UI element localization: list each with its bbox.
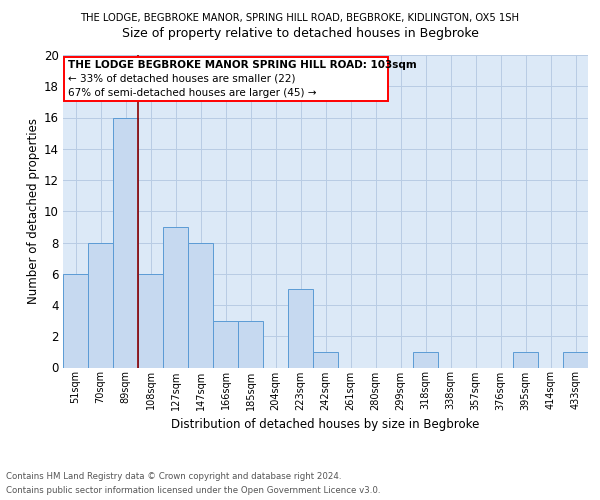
- Bar: [88, 242, 113, 368]
- Text: THE LODGE BEGBROKE MANOR SPRING HILL ROAD: 103sqm: THE LODGE BEGBROKE MANOR SPRING HILL ROA…: [68, 60, 417, 70]
- Text: Size of property relative to detached houses in Begbroke: Size of property relative to detached ho…: [122, 28, 478, 40]
- Bar: [288, 290, 313, 368]
- Bar: [163, 227, 188, 368]
- Text: THE LODGE, BEGBROKE MANOR, SPRING HILL ROAD, BEGBROKE, KIDLINGTON, OX5 1SH: THE LODGE, BEGBROKE MANOR, SPRING HILL R…: [80, 12, 520, 22]
- Bar: [213, 320, 238, 368]
- Y-axis label: Number of detached properties: Number of detached properties: [26, 118, 40, 304]
- Bar: [188, 242, 213, 368]
- Bar: [513, 352, 538, 368]
- Text: ← 33% of detached houses are smaller (22): ← 33% of detached houses are smaller (22…: [68, 74, 296, 84]
- Bar: [413, 352, 438, 368]
- FancyBboxPatch shape: [64, 58, 388, 101]
- Bar: [563, 352, 588, 368]
- Bar: [113, 118, 138, 368]
- Bar: [138, 274, 163, 368]
- Text: 67% of semi-detached houses are larger (45) →: 67% of semi-detached houses are larger (…: [68, 88, 317, 98]
- X-axis label: Distribution of detached houses by size in Begbroke: Distribution of detached houses by size …: [172, 418, 479, 431]
- Bar: [63, 274, 88, 368]
- Bar: [313, 352, 338, 368]
- Text: Contains HM Land Registry data © Crown copyright and database right 2024.: Contains HM Land Registry data © Crown c…: [6, 472, 341, 481]
- Text: Contains public sector information licensed under the Open Government Licence v3: Contains public sector information licen…: [6, 486, 380, 495]
- Bar: [238, 320, 263, 368]
